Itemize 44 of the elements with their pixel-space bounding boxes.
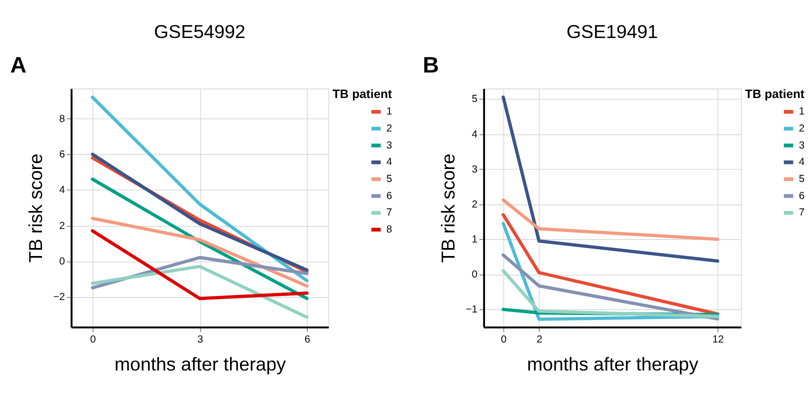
legend-label: 2	[798, 123, 805, 134]
y-tick-label: 1	[472, 234, 478, 246]
y-tick-label: 4	[59, 185, 66, 196]
legend-label: 4	[798, 157, 805, 168]
y-tick-label: 0	[472, 270, 478, 281]
legend-title: TB patient	[332, 86, 392, 101]
y-tick-label: −2	[53, 292, 66, 303]
x-tick-label: 0	[500, 334, 507, 346]
y-axis-title: TB risk score	[25, 154, 46, 263]
legend-label: 3	[386, 140, 392, 152]
legend-label: 5	[798, 174, 805, 185]
chart-title: GSE54992	[154, 20, 246, 42]
x-tick-label: 3	[197, 334, 204, 346]
legend-label: 3	[798, 140, 805, 152]
y-tick-label: 3	[472, 164, 478, 176]
y-tick-label: 8	[59, 114, 66, 125]
y-axis-title: TB risk score	[438, 154, 459, 263]
x-axis-title: months after therapy	[527, 353, 700, 374]
x-tick-label: 2	[536, 334, 543, 346]
legend-label: 6	[386, 190, 392, 202]
legend-label: 1	[386, 106, 392, 118]
y-tick-label: −1	[466, 304, 478, 316]
legend-label: 5	[386, 174, 392, 185]
x-tick-label: 0	[90, 334, 96, 346]
y-tick-label: 4	[472, 129, 478, 140]
legend-label: 1	[798, 106, 805, 118]
y-tick-label: 0	[59, 256, 66, 268]
legend-label: 7	[798, 208, 805, 219]
y-tick-label: 2	[472, 199, 478, 210]
legend-label: 2	[386, 123, 392, 134]
x-tick-label: 6	[304, 334, 310, 346]
legend-label: 7	[386, 208, 392, 219]
legend-label: 8	[386, 224, 392, 236]
legend-label: 4	[386, 157, 392, 168]
x-axis-title: months after therapy	[114, 353, 287, 374]
text: B	[422, 52, 440, 78]
legend-label: 6	[798, 190, 805, 202]
y-tick-label: 6	[59, 150, 66, 161]
text: A	[10, 52, 27, 78]
y-tick-label: 5	[472, 94, 478, 106]
y-tick-label: 2	[59, 220, 66, 232]
x-tick-label: 12	[712, 334, 724, 346]
legend-title: TB patient	[745, 86, 804, 101]
chart-title: GSE19491	[566, 20, 658, 42]
